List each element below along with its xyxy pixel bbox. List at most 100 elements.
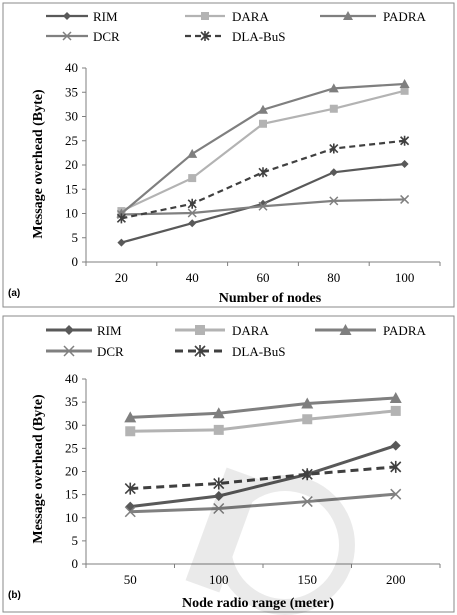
panel-a-x-tick-label: 40 [186, 270, 199, 285]
panel-b-y-tick-label: 5 [72, 533, 79, 548]
panel-b-x-tick-label: 200 [386, 572, 406, 587]
panel-a-point-dcr [258, 201, 268, 211]
panel-a-point-padra [399, 79, 410, 89]
panel-b-legend-item-dla-bus: DLA-BuS [175, 344, 285, 359]
panel-a-point-padra [258, 104, 268, 114]
panel-a-legend-label-dla-bus: DLA-BuS [232, 29, 285, 44]
panel-b-x-tick-label: 150 [298, 572, 318, 587]
panel-b-y-tick-label: 35 [65, 394, 78, 409]
panel-b-series-dla-bus [124, 460, 402, 495]
panel-a-point-dcr [400, 194, 410, 204]
panel-a-label: (a) [8, 288, 20, 299]
panel-a-legend-label-rim: RIM [93, 9, 118, 24]
panel-b-series-line-dara [130, 409, 396, 433]
panel-a-point-rim [188, 219, 197, 228]
panel-a-series [116, 79, 410, 247]
panel-a-x-tick-label: 20 [115, 270, 128, 285]
panel-b-point-rim [213, 491, 224, 502]
panel-b-series-dara [125, 405, 401, 437]
panel-a-point-dara [188, 174, 197, 183]
panel-b-point-rim [390, 440, 401, 451]
panel-b-x-tick-label: 100 [209, 572, 229, 587]
panel-a-point-padra [187, 148, 198, 158]
panel-b-series-dcr [124, 488, 402, 518]
panel-a-legend-item-dla-bus: DLA-BuS [185, 29, 285, 44]
panel-a-legend-item-dcr: DCR [46, 29, 120, 44]
panel-b-y-tick-label: 10 [65, 510, 78, 525]
panel-b-legend-label-dla-bus: DLA-BuS [232, 344, 285, 359]
panel-a-point-dla-bus [258, 167, 268, 178]
panel-b-point-padra [212, 407, 225, 419]
panel-a-x-tick-label: 80 [327, 270, 340, 285]
panel-b-point-dcr [124, 506, 136, 518]
panel-a-point-dla-bus [116, 213, 126, 224]
panel-a-y-tick-label: 0 [72, 254, 79, 269]
panel-a-y-tick-label: 5 [72, 230, 79, 245]
panel-b-point-dara [213, 424, 224, 435]
panel-a-point-dcr [187, 208, 197, 218]
panel-b-legend-marker-dara [195, 325, 205, 335]
panel-b-axes: 0 5 10 15 20 25 30 35 40 50 100 150 200 [65, 371, 441, 587]
panel-a-point-rim [400, 160, 409, 169]
panel-b-x-axis-title: Node radio range (meter) [182, 596, 334, 611]
panel-a-point-dla-bus [187, 198, 197, 209]
panel-a-x-tick-label: 60 [257, 270, 270, 285]
panel-b-legend-item-dcr: DCR [46, 344, 124, 359]
panel-b-y-tick-label: 30 [65, 417, 78, 432]
panel-a-series-dla-bus [116, 135, 410, 224]
panel-b-series-line-dcr [130, 492, 396, 514]
watermark-logo [185, 467, 355, 615]
panel-a-legend-item-dara: DARA [185, 9, 269, 24]
panel-b-point-padra [301, 397, 314, 409]
chart-panel-b: (b) Node radio range (meter) Message ove… [2, 315, 455, 613]
panel-a-y-tick-label: 15 [65, 181, 78, 196]
panel-b-point-dla-bus [213, 477, 225, 490]
panel-b-legend-marker-dla-bus [194, 345, 206, 357]
panel-b-series-padra [124, 391, 402, 423]
panel-a-point-dara [329, 104, 338, 113]
panel-b-legend-label-dara: DARA [232, 323, 269, 338]
panel-b-point-dla-bus [390, 460, 402, 473]
panel-a-legend-item-padra: PADRA [320, 9, 426, 24]
panel-a-y-tick-label: 20 [65, 157, 78, 172]
panel-b-legend: RIM DARA PADRA DCR DLA-BuS [46, 323, 426, 359]
panel-a-x-axis-title: Number of nodes [219, 291, 322, 306]
panel-b-legend-label-rim: RIM [97, 323, 122, 338]
panel-a-point-rim [117, 238, 126, 247]
panel-a-legend-marker-dla-bus [200, 31, 210, 41]
panel-b-series-rim [125, 440, 401, 512]
panel-b-series-line-rim [130, 444, 397, 509]
panel-b-y-axis-title: Message overhead (Byte) [31, 394, 46, 544]
panel-a-y-tick-label: 40 [65, 60, 78, 75]
panel-b-point-dla-bus [124, 482, 136, 495]
panel-b-y-tick-label: 40 [65, 371, 78, 386]
panel-b-y-tick-label: 0 [72, 556, 79, 571]
panel-a-y-tick-label: 25 [65, 133, 78, 148]
panel-a-x-tick-label: 100 [395, 270, 415, 285]
panel-b-y-tick-label: 25 [65, 440, 78, 455]
panel-b-legend-item-dara: DARA [175, 323, 269, 338]
panel-b-legend-marker-padra [339, 324, 352, 335]
panel-b-series-line-dla-bus [130, 465, 396, 491]
panel-a-legend-label-dara: DARA [232, 9, 269, 24]
panel-a-legend-item-rim: RIM [46, 9, 118, 24]
panel-b-series [124, 391, 402, 518]
panel-a-point-dla-bus [400, 135, 410, 146]
panel-b-point-dara [390, 405, 401, 416]
panel-a-point-padra [328, 83, 339, 93]
panel-b-legend-marker-dcr [63, 345, 75, 357]
panel-a-legend-marker-dcr [62, 31, 72, 41]
panel-a-y-tick-label: 35 [65, 84, 78, 99]
panel-a-series-dcr [116, 194, 410, 220]
panel-b-legend-item-padra: PADRA [315, 323, 426, 338]
panel-b-legend-marker-rim [64, 325, 74, 335]
panel-b-series-line-padra [130, 396, 396, 419]
panel-b-point-dcr [390, 488, 402, 500]
panel-b-point-dla-bus [301, 468, 313, 481]
panel-b-point-dara [302, 414, 313, 425]
panel-a-point-rim [329, 168, 338, 177]
panel-b-point-dcr [213, 502, 225, 515]
panel-a-legend-label-dcr: DCR [93, 29, 120, 44]
panel-a-point-dara [400, 86, 409, 95]
